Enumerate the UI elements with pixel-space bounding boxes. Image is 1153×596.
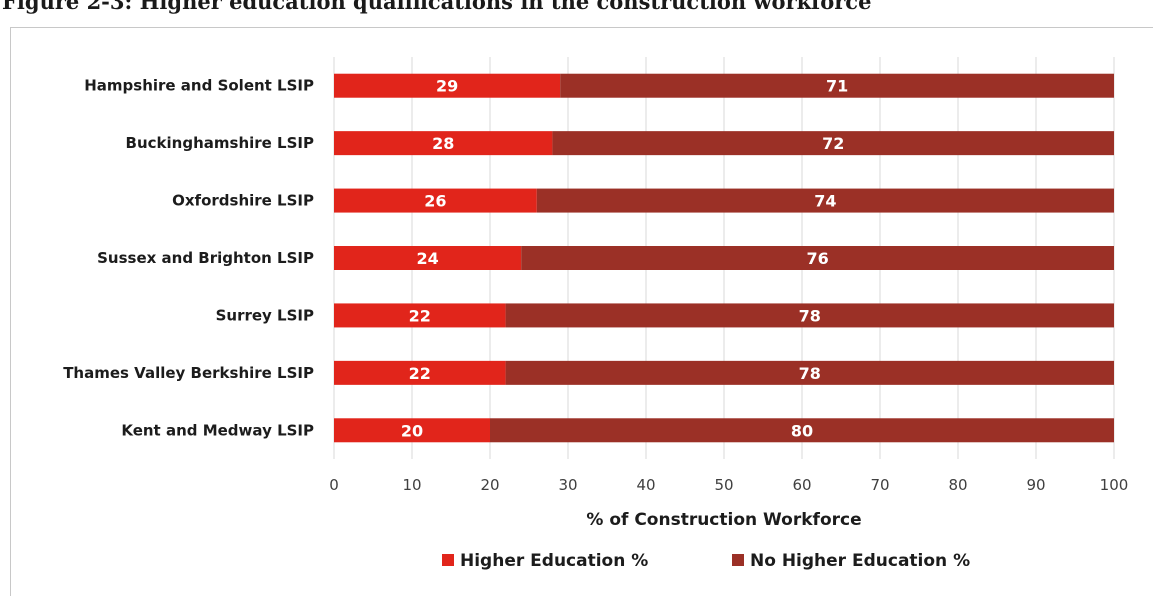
x-axis-title: % of Construction Workforce [586,510,861,530]
chart-frame [10,27,1153,596]
data-label: 72 [822,134,844,153]
category-label: Hampshire and Solent LSIP [84,77,314,95]
x-tick-label: 90 [1026,476,1045,494]
x-tick-label: 30 [558,476,577,494]
x-tick-label: 80 [948,476,967,494]
bar-higher-education [334,131,553,156]
legend-swatch [732,554,744,566]
data-label: 76 [806,249,828,268]
x-tick-label: 50 [714,476,733,494]
bar-no-higher-education [490,418,1114,443]
data-label: 71 [826,77,848,96]
data-label: 20 [401,421,423,440]
data-label: 22 [409,364,431,383]
data-label: 24 [416,249,438,268]
bar-no-higher-education [505,360,1115,385]
category-label: Kent and Medway LSIP [121,421,314,439]
legend-label-higher-education: Higher Education % [460,551,648,571]
bar-no-higher-education [560,73,1114,98]
legend: Higher Education % No Higher Education % [442,551,970,571]
x-tick-label: 10 [402,476,421,494]
legend-swatch [442,554,454,566]
bar-no-higher-education [521,246,1114,270]
legend-label-no-higher-education: No Higher Education % [750,551,970,571]
category-label: Surrey LSIP [216,306,314,324]
figure-caption: Figure 2-3: Higher education qualificati… [2,0,872,14]
category-label: Oxfordshire LSIP [172,192,314,210]
data-label: 28 [432,134,454,153]
labels: 0 10 20 30 40 50 60 70 80 90 100 Hampshire and Sole… [63,77,1128,494]
data-label: 78 [799,306,821,325]
bar-no-higher-education [552,131,1114,156]
category-label: Buckinghamshire LSIP [126,134,314,152]
data-label: 80 [791,421,813,440]
category-label: Sussex and Brighton LSIP [97,249,314,267]
category-label: Thames Valley Berkshire LSIP [63,364,314,382]
x-tick-label: 70 [870,476,889,494]
bar-no-higher-education [536,188,1114,213]
data-label: 26 [424,192,446,211]
bar-higher-education [334,246,522,270]
data-label: 74 [814,192,836,211]
data-label: 29 [436,77,458,96]
x-tick-label: 20 [480,476,499,494]
bar-higher-education [334,360,506,385]
x-tick-label: 100 [1100,476,1129,494]
x-tick-label: 60 [792,476,811,494]
data-label: 22 [409,306,431,325]
bars [334,73,1115,443]
bar-higher-education [334,73,561,98]
bar-higher-education [334,188,537,213]
x-tick-label: 40 [636,476,655,494]
bar-higher-education [334,418,490,443]
bar-higher-education [334,303,506,328]
bar-no-higher-education [505,303,1115,328]
x-tick-label: 0 [329,476,339,494]
data-label: 78 [799,364,821,383]
